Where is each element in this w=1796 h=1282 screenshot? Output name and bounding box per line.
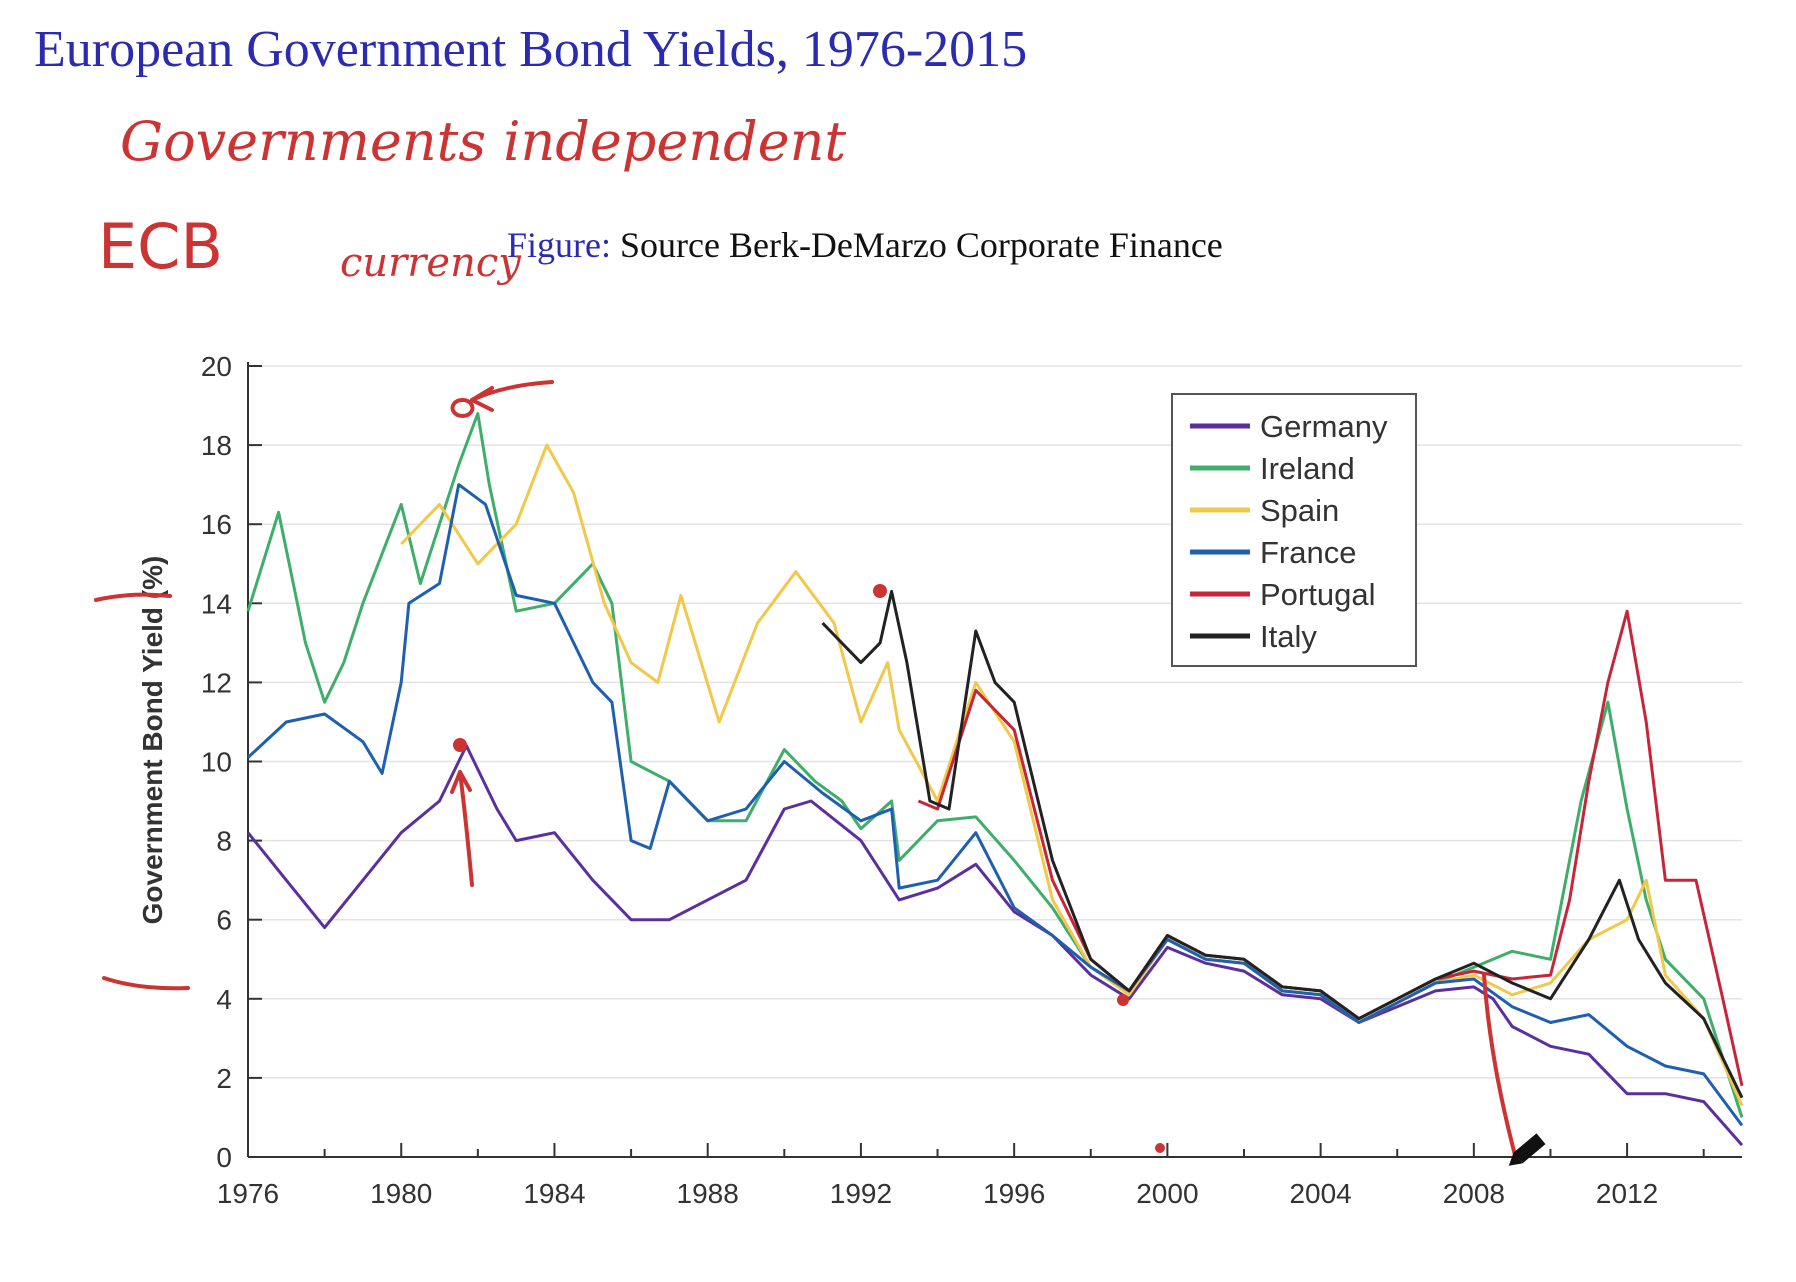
series-line-italy bbox=[821, 589, 1744, 1099]
figure-caption: Figure: Source Berk-DeMarzo Corporate Fi… bbox=[507, 224, 1223, 266]
ink-arrow-germany-peak bbox=[450, 770, 474, 887]
x-tick-label-2004: 2004 bbox=[1289, 1178, 1351, 1209]
y-tick-label-16: 16 bbox=[201, 509, 232, 540]
series-line-spain bbox=[400, 443, 1744, 1107]
x-tick-label-1980: 1980 bbox=[370, 1178, 432, 1209]
y-tick-label-12: 12 bbox=[201, 667, 232, 698]
legend-label-france: France bbox=[1260, 535, 1356, 570]
y-tick-label-20: 20 bbox=[201, 351, 232, 382]
ink-arrow-peak bbox=[450, 380, 554, 418]
ink-dot-2000 bbox=[1155, 1143, 1165, 1153]
y-tick-label-10: 10 bbox=[201, 747, 232, 778]
y-tick-label-4: 4 bbox=[216, 984, 232, 1015]
ink-line-2008 bbox=[1482, 973, 1517, 1157]
x-tick-label-1996: 1996 bbox=[983, 1178, 1045, 1209]
x-tick-label-2012: 2012 bbox=[1596, 1178, 1658, 1209]
caption-text: Source Berk-DeMarzo Corporate Finance bbox=[620, 225, 1223, 265]
ink-bracket-ylabel-bottom bbox=[102, 976, 190, 991]
handwritten-annotations: Governments independent ECB currency bbox=[94, 110, 1546, 1166]
x-tick-label-1988: 1988 bbox=[677, 1178, 739, 1209]
legend-label-germany: Germany bbox=[1260, 409, 1388, 444]
x-tick-label-1992: 1992 bbox=[830, 1178, 892, 1209]
ink-bracket-ylabel-top bbox=[94, 592, 172, 602]
pencil-icon bbox=[1508, 1133, 1546, 1166]
series-line-germany bbox=[246, 744, 1744, 1147]
ink-dot-italy-peak bbox=[873, 584, 887, 598]
x-tick-label-2000: 2000 bbox=[1136, 1178, 1198, 1209]
y-tick-label-18: 18 bbox=[201, 430, 232, 461]
legend-label-ireland: Ireland bbox=[1260, 451, 1355, 486]
legend: Germany Ireland Spain France Portugal Italy bbox=[1171, 393, 1417, 667]
handwritten-text-line1: Governments independent bbox=[120, 110, 846, 173]
slide-title: European Government Bond Yields, 1976-20… bbox=[34, 21, 1028, 78]
ink-dot-1999 bbox=[1117, 994, 1129, 1006]
y-axis-title: Government Bond Yield (%) bbox=[137, 556, 168, 925]
axes: 0 2 4 6 8 10 12 14 16 18 20 1976 1980 1984 1988 1992 199… bbox=[201, 351, 1742, 1209]
y-tick-label-8: 8 bbox=[216, 826, 232, 857]
y-tick-label-14: 14 bbox=[201, 588, 232, 619]
series-line-france bbox=[246, 483, 1744, 1127]
legend-box bbox=[1171, 393, 1417, 667]
legend-label-spain: Spain bbox=[1260, 493, 1339, 528]
y-tick-label-0: 0 bbox=[216, 1142, 232, 1173]
gridlines bbox=[248, 365, 1742, 1079]
y-tick-label-6: 6 bbox=[216, 905, 232, 936]
caption-label: Figure: bbox=[507, 225, 611, 265]
legend-label-portugal: Portugal bbox=[1260, 577, 1375, 612]
series-lines bbox=[246, 412, 1744, 1147]
legend-items: Germany Ireland Spain France Portugal Italy bbox=[1190, 409, 1388, 654]
handwritten-text-ecb: ECB bbox=[98, 210, 223, 283]
legend-label-italy: Italy bbox=[1260, 619, 1317, 654]
ink-dot-germany-peak bbox=[453, 738, 467, 752]
handwritten-text-currency: currency bbox=[340, 240, 522, 286]
series-line-ireland bbox=[246, 412, 1744, 1118]
x-tick-label-2008: 2008 bbox=[1443, 1178, 1505, 1209]
y-tick-label-2: 2 bbox=[216, 1063, 232, 1094]
x-tick-label-1976: 1976 bbox=[217, 1178, 279, 1209]
x-tick-label-1984: 1984 bbox=[523, 1178, 585, 1209]
